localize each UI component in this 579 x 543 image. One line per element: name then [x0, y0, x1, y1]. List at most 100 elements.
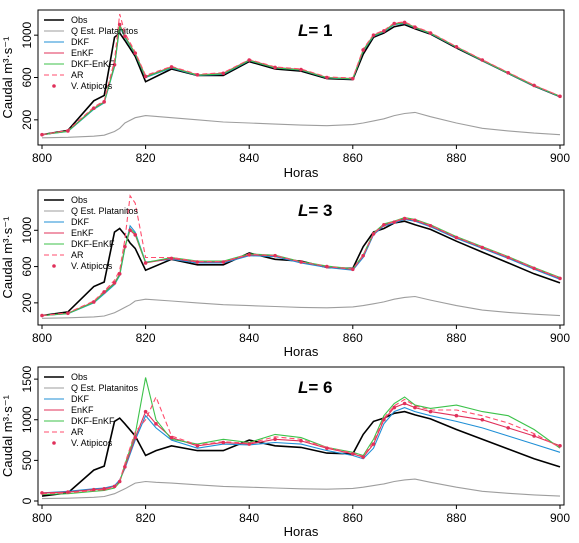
- data-point: [117, 22, 122, 27]
- panel-label-value: = 1: [308, 21, 332, 40]
- data-point: [506, 255, 511, 260]
- data-point: [133, 51, 138, 55]
- data-point: [325, 264, 329, 269]
- legend-swatch: [52, 264, 56, 268]
- series-6-points: [40, 401, 562, 495]
- data-point: [532, 434, 536, 438]
- x-tick-label: 820: [136, 511, 156, 525]
- data-point: [480, 58, 485, 62]
- data-point: [299, 439, 303, 443]
- y-tick-label: 600: [20, 67, 34, 87]
- legend-label: EnKF: [71, 405, 94, 415]
- data-point: [195, 443, 200, 448]
- y-tick-label: 1500: [20, 365, 34, 392]
- data-point: [325, 446, 329, 450]
- x-axis-title: Horas: [284, 165, 319, 180]
- y-tick-label: 1000: [20, 21, 34, 48]
- data-point: [102, 487, 106, 491]
- data-point: [143, 409, 148, 414]
- data-point: [480, 417, 485, 422]
- data-point: [66, 490, 70, 494]
- x-tick-label: 880: [446, 331, 466, 345]
- panel-label-var: L: [298, 201, 308, 220]
- data-point: [133, 435, 138, 440]
- data-point: [195, 260, 200, 264]
- data-point: [221, 260, 226, 264]
- data-point: [506, 70, 511, 75]
- x-tick-label: 900: [550, 151, 570, 165]
- series-line-5: [41, 13, 561, 136]
- legend-swatch: [52, 441, 56, 445]
- legend-label: DKF-EnKF: [71, 59, 115, 69]
- legend-label: V. Atipicos: [71, 261, 113, 271]
- panel-label: L= 3: [298, 201, 333, 220]
- x-tick-label: 800: [32, 511, 52, 525]
- y-tick-label: 0: [20, 497, 34, 504]
- data-point: [361, 455, 365, 459]
- data-point: [169, 435, 174, 440]
- data-point: [143, 74, 148, 79]
- data-point: [361, 48, 365, 52]
- data-point: [154, 422, 158, 426]
- x-tick-label: 840: [239, 331, 259, 345]
- panel-1: 800 820 840 860 880 900 200 600 1000 Horas Caudal …: [0, 9, 570, 180]
- data-point: [112, 281, 117, 285]
- data-point: [40, 491, 44, 495]
- panel-2: 800 820 840 860 880 900 200 600 1000 Horas Caudal …: [0, 189, 570, 359]
- data-point: [169, 65, 174, 69]
- legend-label: AR: [71, 427, 84, 437]
- data-point: [325, 75, 329, 80]
- panel-label-var: L: [298, 21, 308, 40]
- data-point: [382, 223, 386, 227]
- y-tick-label: 1000: [20, 217, 34, 244]
- y-axis-title: Caudal m³·s⁻¹: [0, 216, 15, 299]
- data-point: [392, 405, 397, 410]
- x-tick-label: 860: [343, 151, 363, 165]
- data-point: [402, 216, 407, 221]
- plot-frame: [37, 366, 565, 506]
- data-point: [558, 94, 562, 99]
- data-point: [221, 71, 226, 76]
- data-point: [361, 253, 365, 258]
- series-line-4: [41, 217, 561, 317]
- data-point: [454, 413, 459, 418]
- data-point: [402, 20, 407, 25]
- data-point: [112, 63, 117, 67]
- legend-label: Obs: [71, 15, 88, 25]
- data-point: [413, 218, 417, 223]
- legend-label: DKF: [71, 394, 90, 404]
- data-point: [128, 228, 132, 233]
- x-tick-label: 880: [446, 511, 466, 525]
- panel-label: L= 6: [298, 378, 333, 397]
- series-line-0: [41, 23, 561, 136]
- panel-3: 800 820 840 860 880 900 0 500 1000 1500 Horas Cauda…: [0, 365, 570, 539]
- legend-label: Q Est. Platanitos: [71, 26, 139, 36]
- data-point: [247, 442, 251, 446]
- series-line-1: [41, 295, 561, 319]
- x-axis-title: Horas: [284, 524, 319, 539]
- data-point: [102, 100, 106, 104]
- data-point: [371, 33, 376, 37]
- x-tick-label: 860: [343, 511, 363, 525]
- x-tick-label: 880: [446, 151, 466, 165]
- series-line-4: [41, 377, 561, 496]
- panel-label-value: = 3: [308, 201, 332, 220]
- data-point: [169, 256, 174, 261]
- legend-label: Q Est. Platanitos: [71, 206, 139, 216]
- data-point: [66, 129, 70, 133]
- panel-label-var: L: [298, 378, 308, 397]
- data-point: [382, 29, 386, 33]
- y-tick-label: 200: [20, 110, 34, 130]
- data-point: [371, 232, 376, 236]
- data-point: [454, 45, 459, 49]
- x-tick-label: 900: [550, 331, 570, 345]
- data-point: [402, 401, 407, 406]
- data-point: [102, 290, 106, 294]
- legend-label: Obs: [71, 195, 88, 205]
- data-point: [392, 21, 397, 26]
- legend-label: AR: [71, 250, 84, 260]
- x-tick-label: 900: [550, 511, 570, 525]
- legend-label: Obs: [71, 372, 88, 382]
